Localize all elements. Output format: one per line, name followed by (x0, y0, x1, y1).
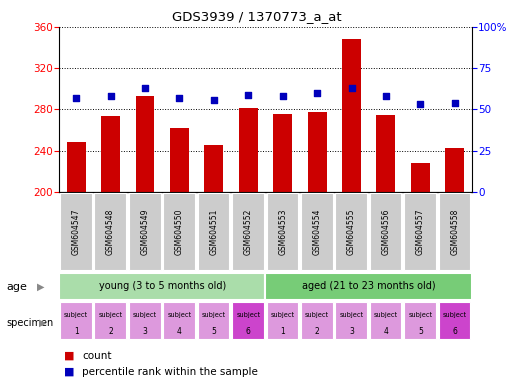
Bar (377, 114, 396, 192)
Text: subject: subject (408, 312, 432, 318)
Point (244, 91, 252, 98)
Text: 5: 5 (211, 327, 216, 336)
Text: ▶: ▶ (37, 282, 45, 292)
Bar (265, 273, 472, 300)
Text: GSM604554: GSM604554 (312, 208, 322, 255)
Bar (94, 193, 126, 270)
Bar (336, 193, 367, 270)
Text: subject: subject (271, 312, 295, 318)
Bar (370, 302, 401, 339)
Bar (163, 302, 195, 339)
Bar (370, 193, 401, 270)
Bar (404, 193, 436, 270)
Text: count: count (82, 351, 112, 361)
Bar (129, 193, 161, 270)
Bar (232, 193, 264, 270)
Point (72, 95, 81, 101)
Bar (60, 193, 92, 270)
Text: 5: 5 (418, 327, 423, 336)
Bar (445, 147, 464, 192)
Text: 2: 2 (108, 327, 113, 336)
Point (210, 96, 218, 103)
Text: GSM604553: GSM604553 (278, 208, 287, 255)
Bar (267, 193, 298, 270)
Text: GDS3939 / 1370773_a_at: GDS3939 / 1370773_a_at (172, 10, 341, 23)
Bar (59, 273, 266, 300)
Bar (101, 116, 120, 192)
Bar (67, 142, 86, 192)
Text: GSM604558: GSM604558 (450, 208, 459, 255)
Text: GSM604550: GSM604550 (175, 208, 184, 255)
Point (279, 93, 287, 99)
Bar (135, 96, 154, 192)
Text: GSM604557: GSM604557 (416, 208, 425, 255)
Point (107, 93, 115, 99)
Bar (232, 302, 264, 339)
Text: ■: ■ (64, 350, 74, 360)
Text: subject: subject (133, 312, 157, 318)
Text: GSM604556: GSM604556 (382, 208, 390, 255)
Point (141, 85, 149, 91)
Bar (170, 128, 189, 192)
Bar (239, 108, 258, 192)
Text: age: age (6, 282, 27, 292)
Text: GSM604547: GSM604547 (72, 208, 81, 255)
Text: subject: subject (374, 312, 398, 318)
Text: subject: subject (202, 312, 226, 318)
Text: subject: subject (340, 312, 364, 318)
Text: 4: 4 (177, 327, 182, 336)
Bar (308, 111, 327, 192)
Bar (273, 114, 292, 192)
Text: 6: 6 (246, 327, 251, 336)
Text: 2: 2 (314, 327, 320, 336)
Bar (439, 302, 470, 339)
Text: specimen: specimen (6, 318, 53, 328)
Point (382, 93, 390, 99)
Bar (342, 39, 361, 192)
Text: GSM604549: GSM604549 (141, 208, 149, 255)
Bar (404, 302, 436, 339)
Text: subject: subject (64, 312, 88, 318)
Point (450, 100, 459, 106)
Text: 1: 1 (74, 327, 78, 336)
Text: ▶: ▶ (38, 318, 46, 328)
Text: subject: subject (236, 312, 260, 318)
Point (175, 95, 184, 101)
Bar (439, 193, 470, 270)
Text: subject: subject (98, 312, 123, 318)
Text: GSM604548: GSM604548 (106, 208, 115, 255)
Bar (60, 302, 92, 339)
Text: ■: ■ (64, 366, 74, 376)
Bar (301, 193, 332, 270)
Text: aged (21 to 23 months old): aged (21 to 23 months old) (302, 281, 436, 291)
Point (347, 85, 356, 91)
Point (416, 101, 424, 108)
Text: GSM604555: GSM604555 (347, 208, 356, 255)
Bar (204, 144, 223, 192)
Text: 1: 1 (280, 327, 285, 336)
Bar (163, 193, 195, 270)
Bar (301, 302, 332, 339)
Bar (198, 302, 229, 339)
Bar (411, 163, 430, 192)
Text: 6: 6 (452, 327, 457, 336)
Text: 3: 3 (143, 327, 147, 336)
Text: subject: subject (167, 312, 191, 318)
Bar (336, 302, 367, 339)
Text: 4: 4 (384, 327, 388, 336)
Bar (198, 193, 229, 270)
Text: young (3 to 5 months old): young (3 to 5 months old) (98, 281, 226, 291)
Text: subject: subject (443, 312, 467, 318)
Text: GSM604551: GSM604551 (209, 208, 219, 255)
Text: 3: 3 (349, 327, 354, 336)
Text: percentile rank within the sample: percentile rank within the sample (82, 367, 258, 377)
Text: subject: subject (305, 312, 329, 318)
Point (313, 90, 321, 96)
Text: GSM604552: GSM604552 (244, 208, 253, 255)
Bar (129, 302, 161, 339)
Bar (267, 302, 298, 339)
Bar (94, 302, 126, 339)
